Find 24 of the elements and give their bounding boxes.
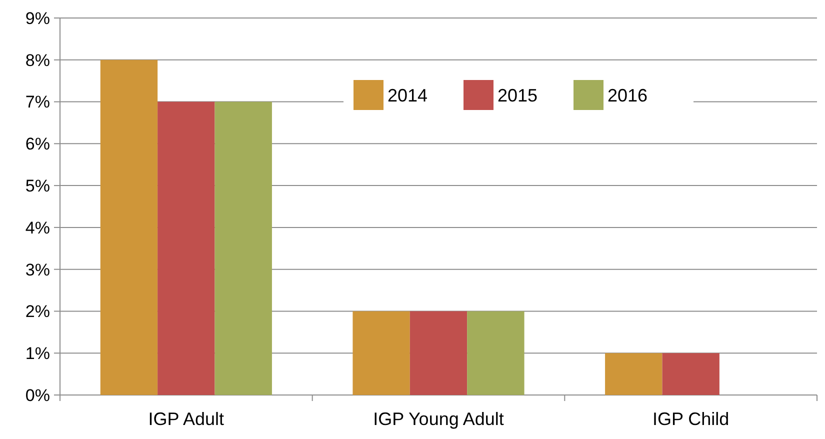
y-tick-label: 8% <box>25 50 50 70</box>
bar <box>662 353 720 395</box>
bar <box>605 353 662 395</box>
x-tick-label: IGP Adult <box>148 409 224 429</box>
legend-label: 2014 <box>388 85 428 106</box>
y-tick-label: 6% <box>25 134 50 154</box>
bar <box>214 102 272 395</box>
y-tick-label: 0% <box>25 386 50 405</box>
y-tick-label: 2% <box>25 302 50 322</box>
bar <box>467 311 524 395</box>
y-tick-label: 4% <box>25 218 50 238</box>
y-tick-label: 1% <box>25 344 50 364</box>
y-tick-label: 3% <box>25 260 50 280</box>
bar <box>352 311 410 395</box>
bar <box>158 102 215 395</box>
y-tick-label: 5% <box>25 176 50 196</box>
x-tick-label: IGP Young Adult <box>373 409 504 429</box>
bar <box>410 311 468 395</box>
bar <box>100 60 158 395</box>
y-tick-label: 9% <box>25 8 50 28</box>
legend-label: 2016 <box>608 85 648 106</box>
legend-label: 2015 <box>498 85 538 106</box>
x-tick-label: IGP Child <box>652 409 730 429</box>
y-tick-label: 7% <box>25 92 50 112</box>
